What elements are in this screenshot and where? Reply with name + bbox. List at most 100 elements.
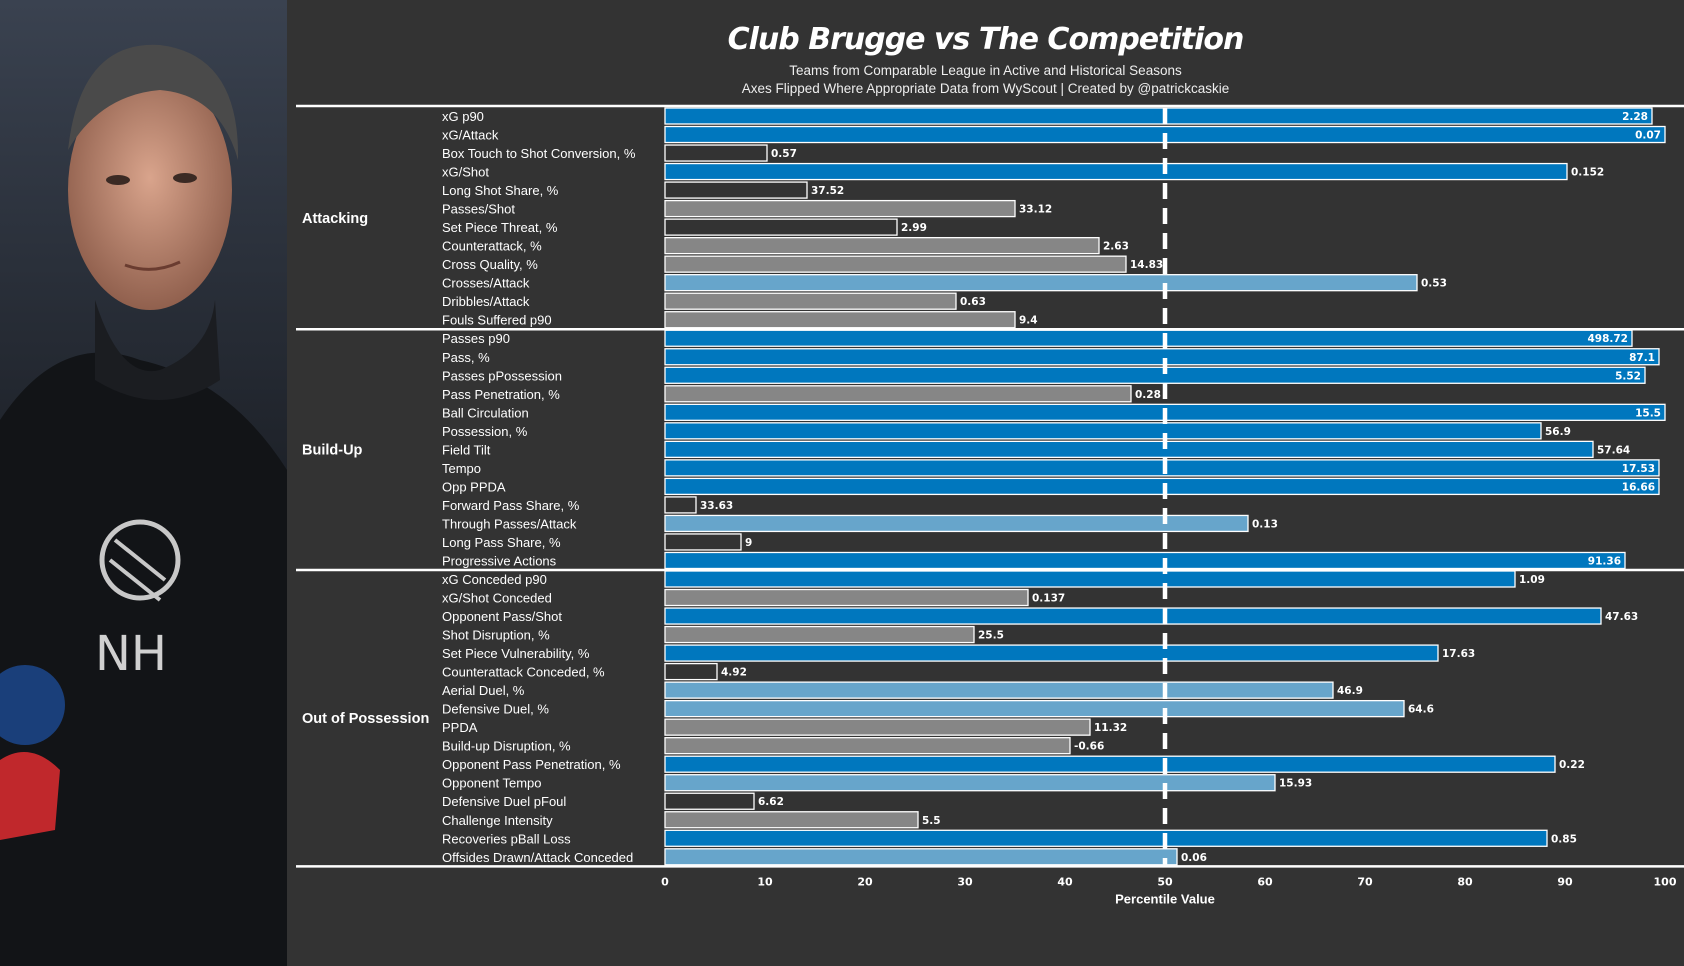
metric-label: Passes/Shot: [442, 202, 515, 217]
bar: [664, 662, 718, 681]
x-tick-label: 80: [1457, 875, 1473, 888]
value-label: 33.12: [1019, 204, 1052, 216]
bar: [664, 144, 768, 162]
bar: [664, 311, 1016, 329]
metric-label: xG/Shot: [442, 165, 489, 180]
value-label: 0.13: [1252, 518, 1278, 530]
bar: [664, 514, 1249, 533]
bar: [664, 459, 1660, 477]
value-label: 46.9: [1337, 685, 1363, 697]
x-tick-label: 0: [661, 875, 669, 888]
bar: [664, 607, 1602, 625]
value-label: 5.52: [1615, 370, 1641, 382]
bar: [664, 348, 1660, 366]
metric-label: Pass, %: [442, 350, 490, 365]
bar: [664, 774, 1276, 792]
value-label: 0.85: [1551, 833, 1577, 845]
metric-label: Challenge Intensity: [442, 813, 553, 828]
metric-label: Through Passes/Attack: [442, 516, 577, 531]
bar: [664, 699, 1405, 718]
metric-label: Opponent Pass Penetration, %: [442, 757, 621, 772]
value-label: 0.22: [1559, 759, 1585, 771]
bar: [664, 755, 1556, 773]
x-tick-label: 20: [857, 875, 873, 888]
metric-label: Ball Circulation: [442, 405, 529, 420]
value-label: 87.1: [1629, 352, 1655, 364]
bar: [664, 496, 697, 514]
section-label: Out of Possession: [302, 711, 429, 727]
metric-label: Recoveries pBall Loss: [442, 831, 571, 846]
x-tick-label: 90: [1557, 875, 1573, 888]
bar: [664, 366, 1646, 384]
metric-label: xG/Shot Conceded: [442, 591, 552, 606]
bar: [664, 385, 1132, 403]
metric-label: Set Piece Vulnerability, %: [442, 646, 590, 661]
value-label: 0.07: [1635, 130, 1661, 142]
metric-label: Opp PPDA: [442, 479, 506, 494]
metric-label: Counterattack Conceded, %: [442, 665, 605, 680]
value-label: 57.64: [1597, 444, 1630, 456]
bar: [664, 533, 742, 551]
value-label: 37.52: [811, 185, 844, 197]
metric-label: Forward Pass Share, %: [442, 498, 580, 513]
value-label: 14.83: [1130, 259, 1163, 271]
bar: [664, 181, 808, 199]
metric-label: Fouls Suffered p90: [442, 313, 552, 328]
metric-label: Possession, %: [442, 424, 528, 439]
bar: [664, 107, 1653, 125]
metric-label: Cross Quality, %: [442, 257, 538, 272]
metric-label: Opponent Tempo: [442, 776, 542, 791]
bar: [664, 625, 975, 644]
value-label: 11.32: [1094, 722, 1127, 734]
metric-label: Box Touch to Shot Conversion, %: [442, 146, 636, 161]
metric-label: xG/Attack: [442, 128, 499, 143]
value-label: 0.06: [1181, 852, 1207, 864]
bar: [664, 737, 1071, 755]
value-label: 2.63: [1103, 241, 1129, 253]
bar: [664, 236, 1100, 255]
metric-label: xG p90: [442, 109, 484, 124]
value-label: 9.4: [1019, 315, 1038, 327]
bar: [664, 644, 1439, 662]
bar: [664, 329, 1633, 347]
bar: [664, 551, 1626, 570]
value-label: 2.28: [1622, 111, 1648, 123]
bar: [664, 681, 1334, 699]
x-tick-label: 100: [1654, 875, 1677, 888]
bar: [664, 829, 1548, 847]
bar: [664, 440, 1594, 459]
section-label: Build-Up: [302, 442, 363, 458]
metric-label: Aerial Duel, %: [442, 683, 525, 698]
value-label: 17.63: [1442, 648, 1475, 660]
metric-label: Tempo: [442, 461, 481, 476]
value-label: 1.09: [1519, 574, 1545, 586]
x-tick-label: 50: [1157, 875, 1173, 888]
value-label: 0.57: [771, 148, 797, 160]
metric-label: Passes p90: [442, 331, 510, 346]
chart-subtitle: Teams from Comparable League in Active a…: [789, 63, 1182, 78]
metric-label: Offsides Drawn/Attack Conceded: [442, 850, 633, 865]
bar: [664, 162, 1568, 181]
value-label: 15.5: [1635, 407, 1661, 419]
value-label: 47.63: [1605, 611, 1638, 623]
metric-label: xG Conceded p90: [442, 572, 547, 587]
metric-label: Defensive Duel pFoul: [442, 794, 566, 809]
section-label: Attacking: [302, 211, 368, 227]
x-tick-label: 60: [1257, 875, 1273, 888]
bar: [664, 199, 1016, 218]
x-tick-label: 40: [1057, 875, 1073, 888]
chart-credits: Axes Flipped Where Appropriate Data from…: [741, 81, 1230, 96]
metric-label: Counterattack, %: [442, 239, 542, 254]
bar: [664, 292, 957, 310]
chart-title: Club Brugge vs The Competition: [727, 22, 1245, 57]
value-label: 16.66: [1622, 481, 1655, 493]
value-label: 498.72: [1587, 333, 1628, 345]
metric-label: Set Piece Threat, %: [442, 220, 558, 235]
value-label: 9: [745, 537, 752, 549]
metric-label: Long Shot Share, %: [442, 183, 559, 198]
value-label: -0.66: [1074, 741, 1104, 753]
metric-label: Passes pPossession: [442, 368, 562, 383]
metric-label: Shot Disruption, %: [442, 628, 550, 643]
value-label: 17.53: [1622, 463, 1655, 475]
